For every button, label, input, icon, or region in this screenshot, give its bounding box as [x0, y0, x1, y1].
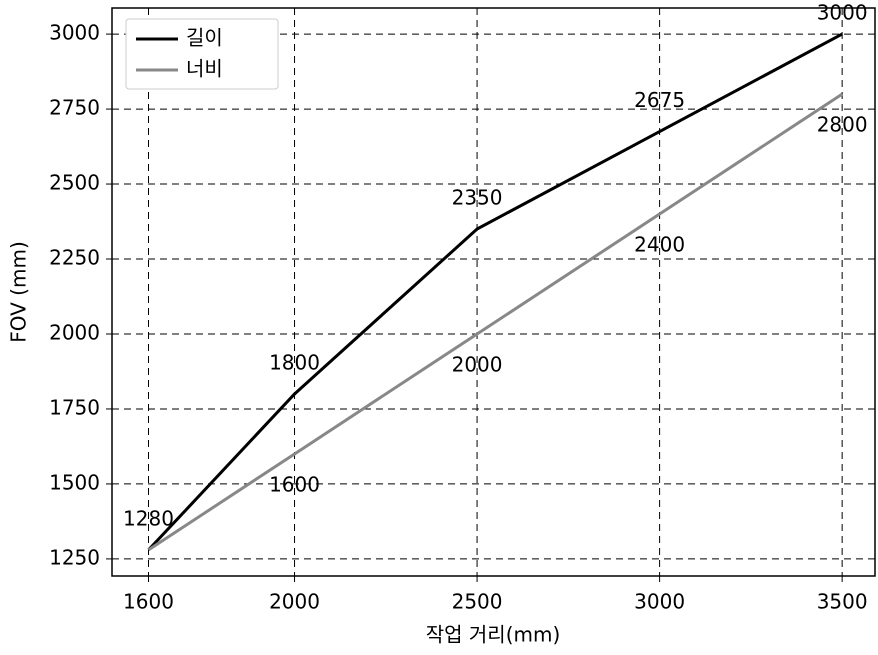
data-label: 1800: [269, 350, 320, 374]
data-label: 2800: [817, 113, 868, 137]
x-tick-label: 2500: [452, 590, 503, 614]
y-tick-label: 2250: [49, 246, 100, 270]
data-label: 2400: [634, 233, 685, 257]
x-tick-label: 1600: [123, 590, 174, 614]
y-tick-label: 1250: [49, 545, 100, 569]
y-tick-label: 2000: [49, 320, 100, 344]
data-label: 2350: [452, 186, 503, 210]
plot-frame: [111, 7, 876, 577]
legend-label: 너비: [186, 57, 223, 81]
y-tick-label: 2500: [49, 171, 100, 195]
x-tick-label: 3000: [634, 590, 685, 614]
x-tick-label: 3500: [817, 590, 868, 614]
x-tick-label: 2000: [269, 590, 320, 614]
y-tick-label: 2750: [49, 96, 100, 120]
series-line: [147, 92, 843, 552]
data-label: 2675: [634, 88, 685, 112]
data-label: 3000: [817, 1, 868, 25]
y-axis-label: FOV (mm): [7, 241, 31, 343]
y-tick-label: 3000: [49, 21, 100, 45]
data-label: 1280: [123, 506, 174, 530]
data-label: 2000: [452, 352, 503, 376]
y-tick-label: 1750: [49, 395, 100, 419]
series-line: [147, 32, 843, 551]
data-label: 1600: [269, 472, 320, 496]
x-axis-label: 작업 거리(mm): [426, 623, 561, 647]
y-tick-label: 1500: [49, 470, 100, 494]
legend-label: 길이: [186, 26, 223, 50]
